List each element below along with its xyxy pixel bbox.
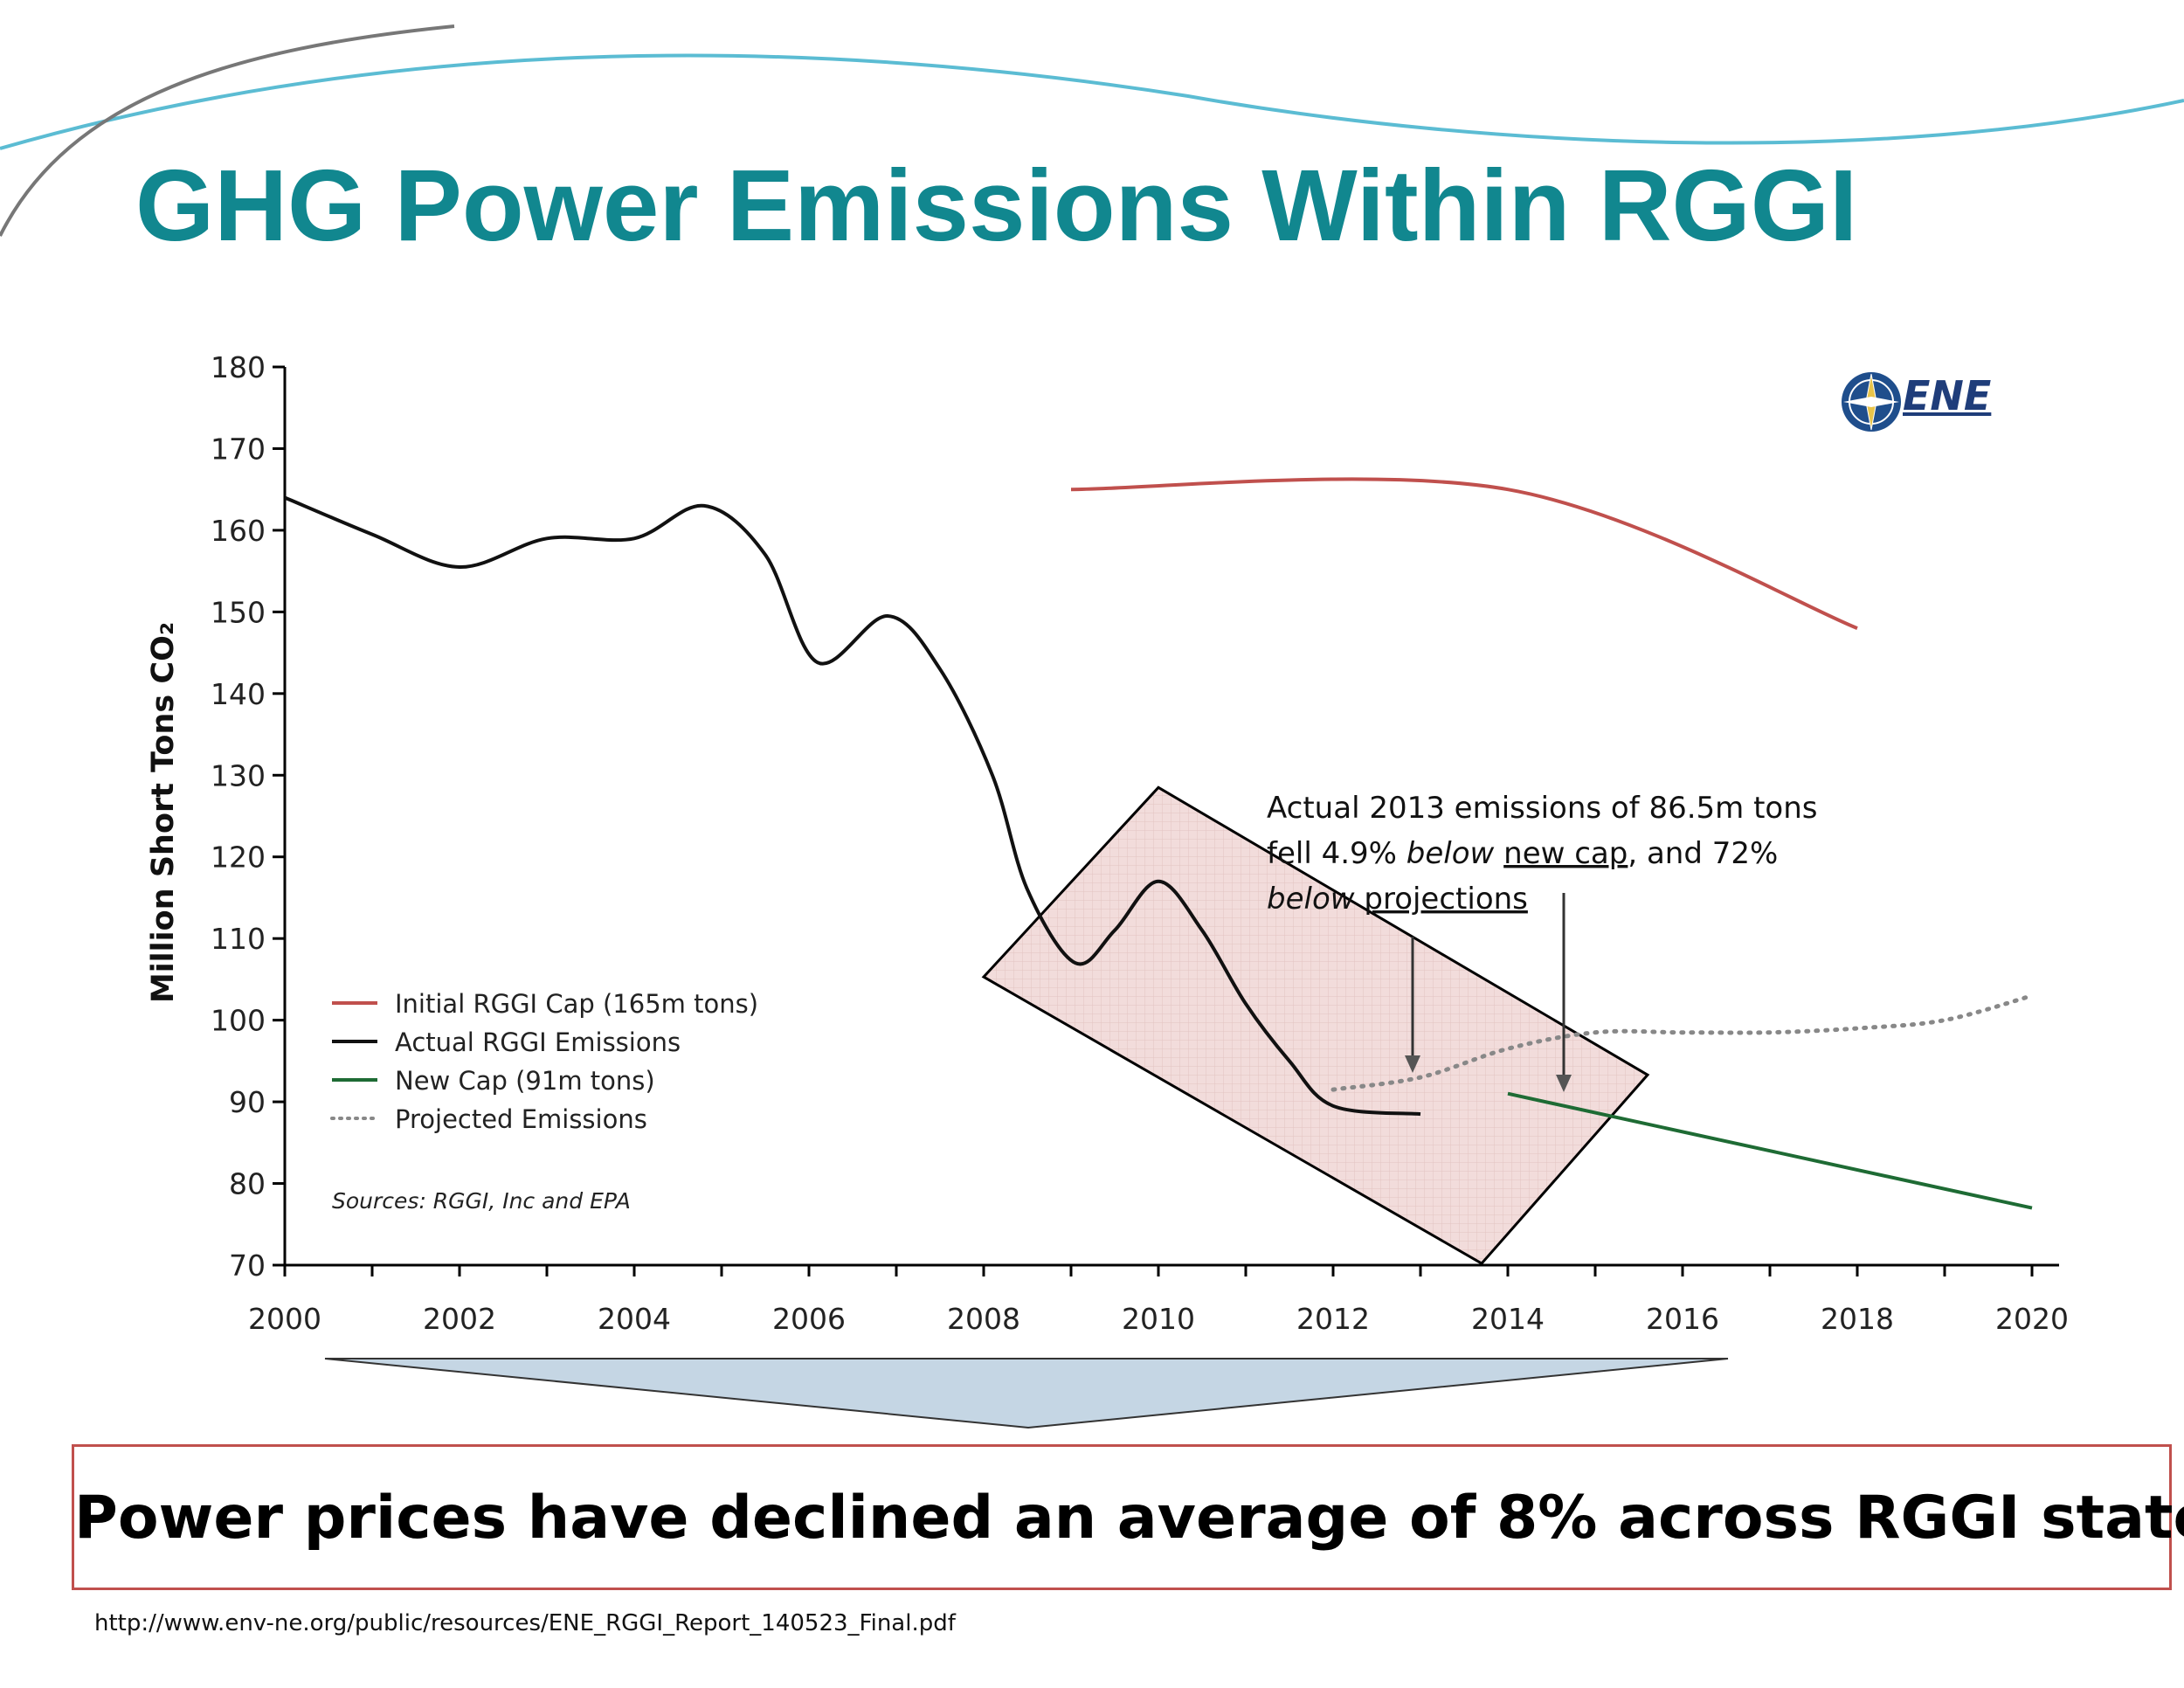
y-tick-label: 70 <box>229 1249 266 1283</box>
y-tick-label: 130 <box>211 758 266 792</box>
series-line-4 <box>1330 993 2035 1092</box>
annotation-line-3: below projections <box>1267 882 1528 917</box>
x-tick-label: 2000 <box>248 1302 321 1336</box>
x-tick-label: 2018 <box>1821 1302 1894 1336</box>
legend-label: Projected Emissions <box>395 1104 647 1134</box>
callout-box: Power prices have declined an average of… <box>72 1444 2184 1590</box>
y-tick-label: 140 <box>211 677 266 711</box>
y-tick-label: 100 <box>211 1004 266 1038</box>
x-tick-label: 2014 <box>1471 1302 1545 1336</box>
legend-label: New Cap (91m tons) <box>395 1066 655 1096</box>
decorative-curves <box>0 24 2184 237</box>
annotation-span: below <box>1267 882 1355 917</box>
grey-arc <box>0 24 455 237</box>
annotation-line-2: fell 4.9% below new cap, and 72% <box>1267 836 1778 871</box>
y-tick-label: 90 <box>229 1085 266 1119</box>
series-line-2 <box>284 495 1421 1117</box>
compass-icon <box>1842 372 1901 432</box>
y-tick-label: 180 <box>211 350 266 384</box>
slide-title: GHG Power Emissions Within RGGI <box>135 149 1858 262</box>
legend-label: Initial RGGI Cap (165m tons) <box>395 989 758 1019</box>
y-tick-label: 110 <box>211 922 266 956</box>
wave-curve <box>0 53 2184 150</box>
annotation-line-1: Actual 2013 emissions of 86.5m tons <box>1267 791 1818 826</box>
annotation-arrow-1-head <box>1405 1055 1420 1073</box>
ene-logo: ENE <box>1838 369 2004 435</box>
funnel-arrow <box>324 1358 1729 1429</box>
down-arrow-shape <box>324 1358 1729 1429</box>
x-tick-label: 2012 <box>1296 1302 1370 1336</box>
y-tick-label: 120 <box>211 841 266 875</box>
y-tick-label: 160 <box>211 514 266 548</box>
annotation-span: new cap <box>1503 836 1628 871</box>
legend-label: Actual RGGI Emissions <box>395 1027 681 1057</box>
x-tick-label: 2006 <box>772 1302 846 1336</box>
y-tick-label: 80 <box>229 1167 266 1201</box>
x-tick-label: 2016 <box>1646 1302 1719 1336</box>
source-url[interactable]: http://www.env-ne.org/public/resources/E… <box>94 1610 956 1636</box>
highlight-region <box>981 785 1650 1266</box>
annotation-span: , and 72% <box>1628 836 1778 871</box>
annotation-arrow-2-head <box>1556 1075 1572 1092</box>
x-tick-label: 2004 <box>598 1302 671 1336</box>
series-line-1 <box>1070 477 1858 630</box>
y-axis-title: Million Short Tons CO₂ <box>146 622 181 1003</box>
annotation-span: fell 4.9% <box>1267 836 1406 871</box>
y-tick-label: 150 <box>211 595 266 629</box>
emissions-chart: 70 80 90 100 110 120 130 140 150 160 170 180 2000 200… <box>146 350 2069 1336</box>
x-tick-label: 2002 <box>423 1302 496 1336</box>
sources-note: Sources: RGGI, Inc and EPA <box>332 1188 631 1214</box>
y-tick-label: 170 <box>211 432 266 466</box>
x-tick-label: 2020 <box>1995 1302 2069 1336</box>
series-line-3 <box>1507 1091 2033 1210</box>
annotation-span: below <box>1406 836 1495 871</box>
x-tick-label: 2008 <box>947 1302 1020 1336</box>
logo-text: ENE <box>1903 372 1992 419</box>
x-tick-label: 2010 <box>1122 1302 1195 1336</box>
callout-text: Power prices have declined an average of… <box>74 1484 2184 1553</box>
annotation-span: projections <box>1364 882 1528 917</box>
